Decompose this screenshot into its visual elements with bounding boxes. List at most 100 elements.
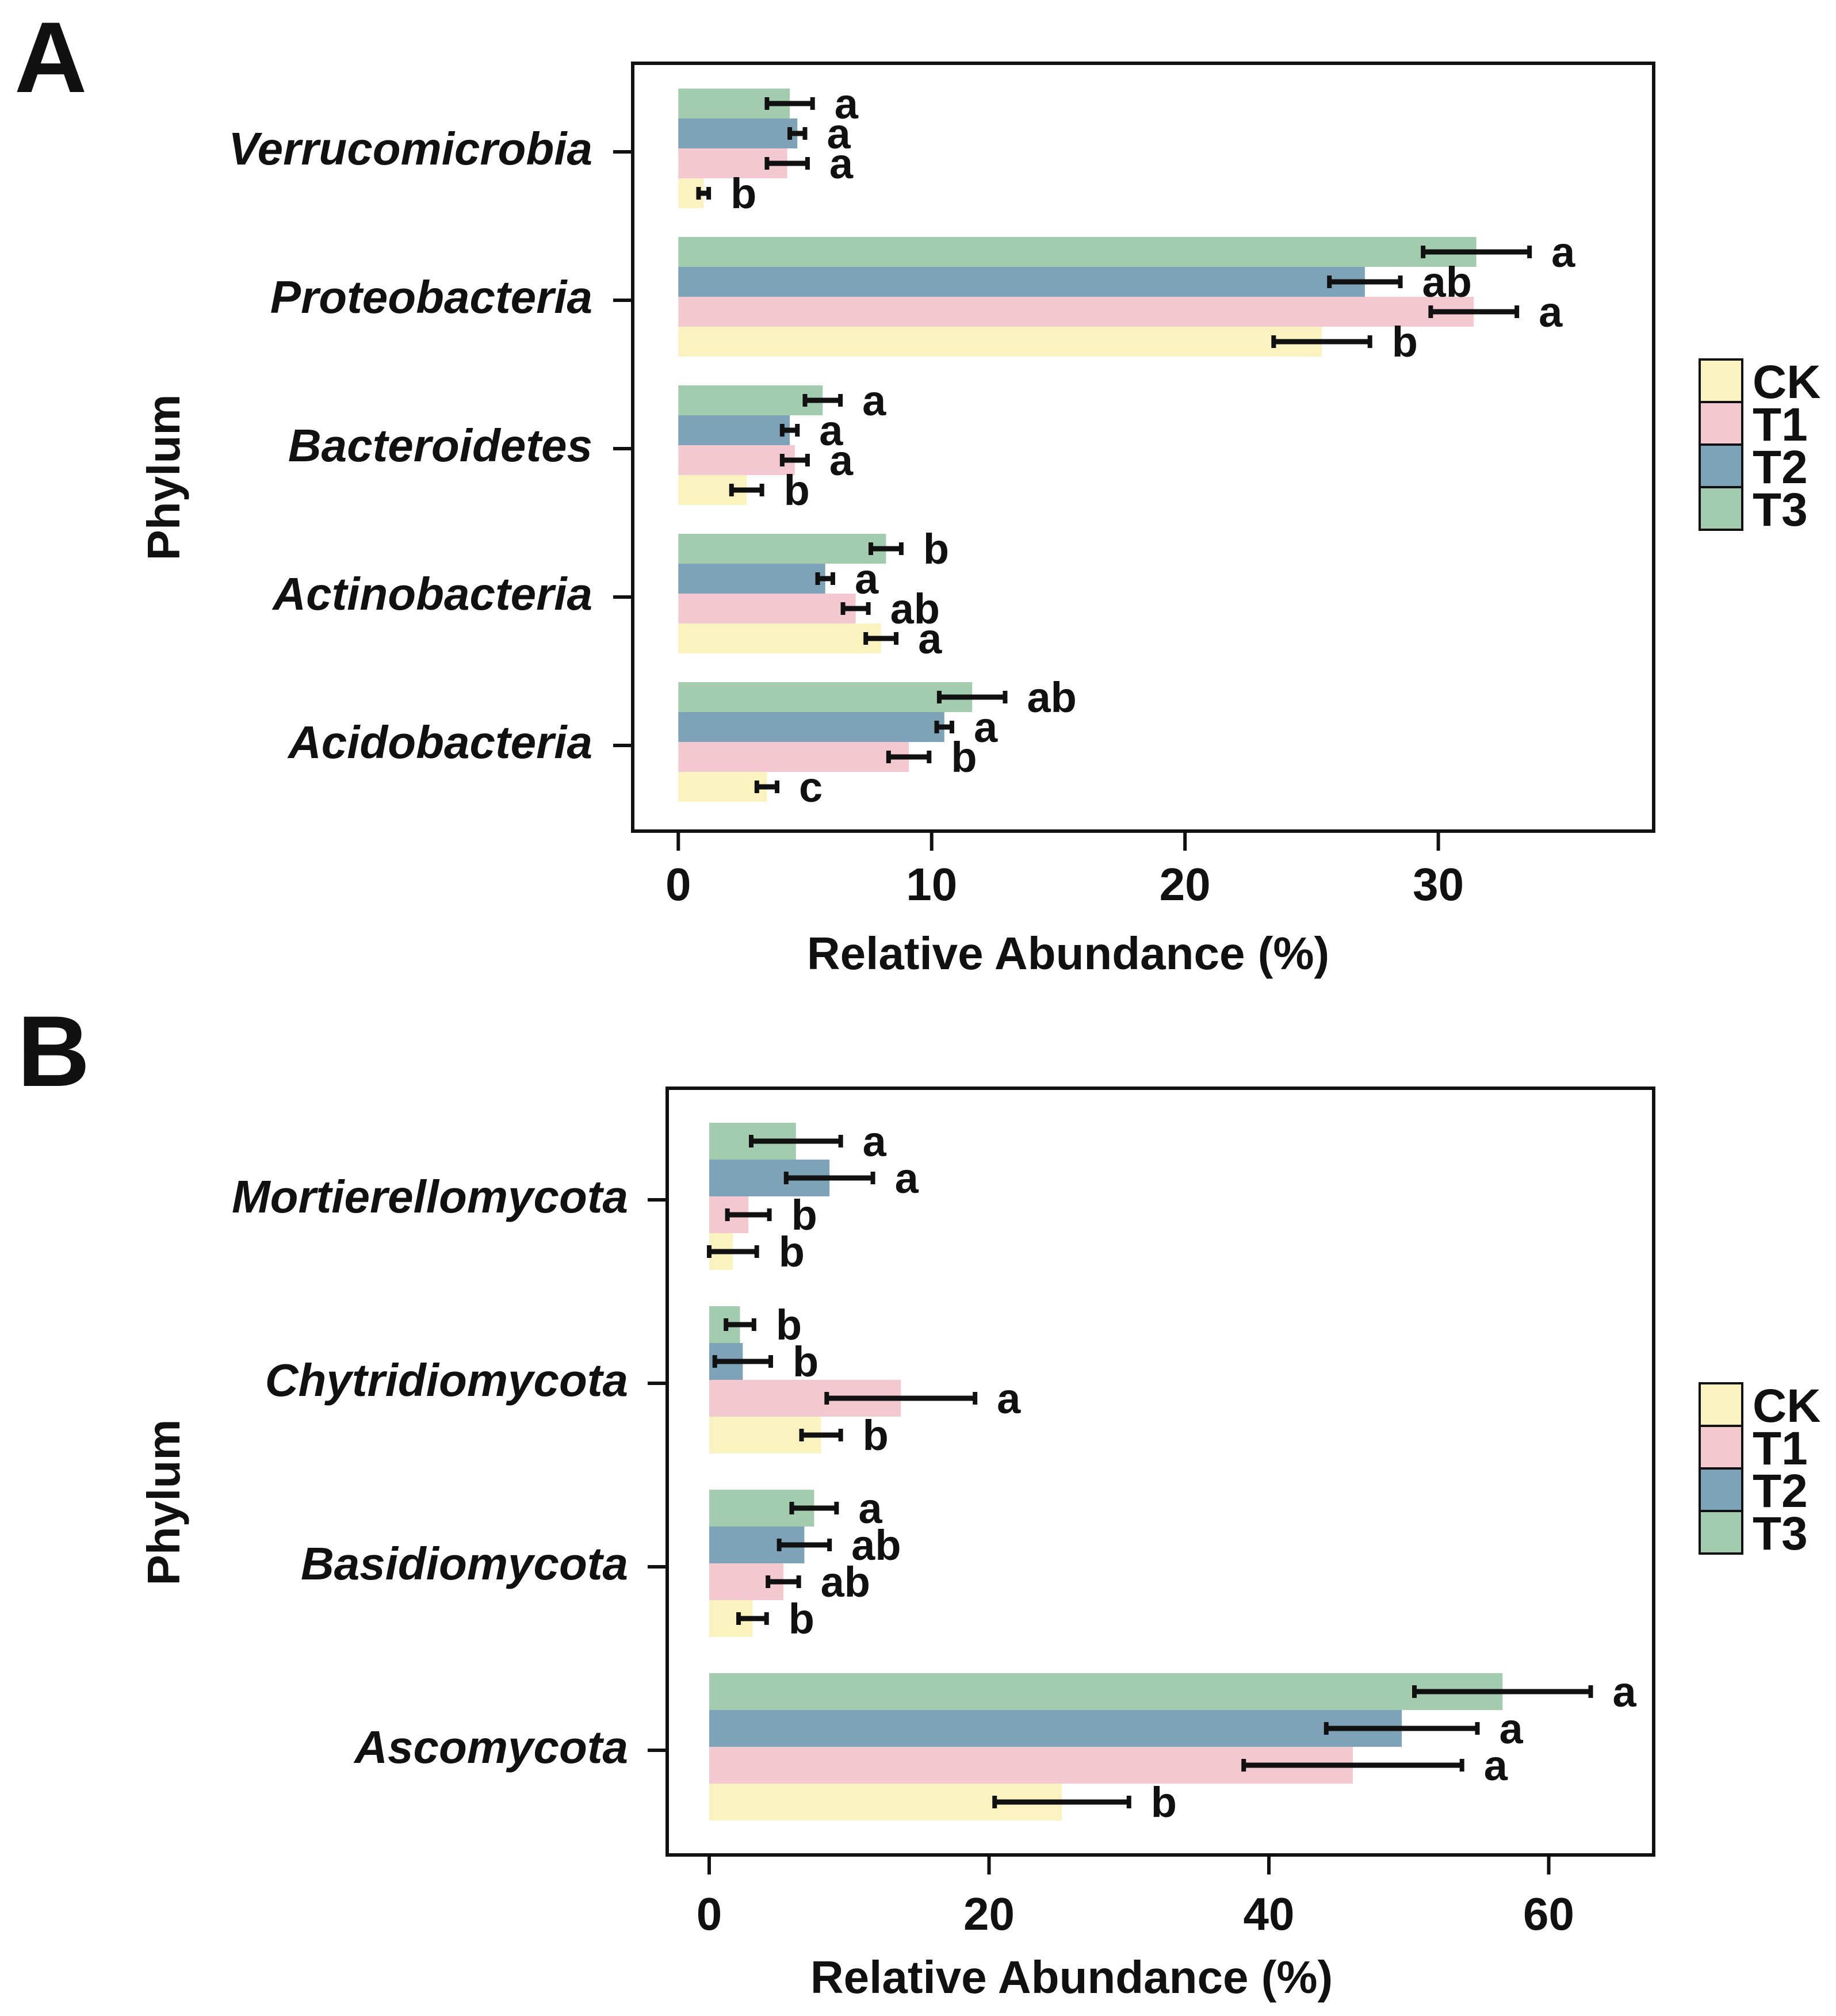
significance-letter-verrucomicrobia-t1: a	[829, 140, 854, 188]
significance-letter-acidobacteria-t2: a	[974, 703, 998, 751]
significance-letter-mortierellomycota-t2: a	[895, 1154, 919, 1202]
error-bar-ascomycota-t3	[1412, 1685, 1593, 1698]
error-bar-proteobacteria-ck	[1271, 335, 1372, 348]
significance-letter-proteobacteria-t1: a	[1539, 288, 1563, 336]
significance-letter-ascomycota-ck: b	[1151, 1778, 1177, 1826]
error-bar-bacteroidetes-ck	[729, 484, 764, 496]
legend-swatch-t1	[1699, 401, 1743, 446]
error-bar-proteobacteria-t1	[1428, 305, 1520, 318]
significance-letter-basidiomycota-t3: a	[858, 1485, 882, 1532]
legend-swatch-t2	[1699, 443, 1743, 488]
significance-letter-chytridiomycota-ck: b	[863, 1411, 889, 1459]
error-bar-verrucomicrobia-t1	[764, 157, 810, 170]
significance-letter-bacteroidetes-ck: b	[784, 466, 810, 514]
category-label-bacteroidetes: Bacteroidetes	[288, 420, 592, 471]
error-bar-verrucomicrobia-ck	[696, 187, 712, 200]
significance-letter-proteobacteria-ck: b	[1392, 318, 1418, 366]
category-label-ascomycota: Ascomycota	[353, 1722, 628, 1773]
legend-swatch-ck	[1699, 358, 1743, 403]
x-tick-label: 20	[963, 1888, 1015, 1940]
significance-letter-acidobacteria-t3: ab	[1027, 674, 1076, 721]
significance-letter-proteobacteria-t2: ab	[1422, 258, 1472, 306]
bar-actinobacteria-t1	[678, 594, 856, 623]
significance-letter-basidiomycota-ck: b	[789, 1595, 814, 1643]
significance-letter-chytridiomycota-t3: b	[776, 1301, 802, 1349]
legend-swatch-t3	[1699, 1510, 1743, 1555]
significance-letter-acidobacteria-t1: b	[951, 733, 977, 781]
panel-b: B Phylum Relative Abundance (%) baaababa…	[17, 996, 1820, 2003]
bar-bacteroidetes-t1	[678, 445, 795, 475]
error-bar-chytridiomycota-t2	[712, 1355, 774, 1368]
significance-letter-mortierellomycota-t3: a	[863, 1118, 887, 1165]
error-bar-acidobacteria-t2	[934, 721, 954, 733]
legend-swatch-t2	[1699, 1467, 1743, 1512]
bar-proteobacteria-t3	[678, 237, 1477, 267]
bar-actinobacteria-t3	[678, 534, 886, 564]
category-label-chytridiomycota: Chytridiomycota	[265, 1355, 628, 1406]
x-tick-label: 0	[665, 859, 691, 910]
y-axis-title-b: Phylum	[138, 1420, 189, 1586]
error-bar-chytridiomycota-ck	[799, 1429, 843, 1441]
error-bar-mortierellomycota-t3	[748, 1135, 843, 1147]
bar-acidobacteria-ck	[678, 772, 767, 802]
legend-label-t1: T1	[1753, 1422, 1808, 1475]
error-bar-actinobacteria-t1	[840, 602, 871, 615]
legend-label-t1: T1	[1753, 399, 1808, 451]
error-bar-basidiomycota-ck	[736, 1612, 769, 1625]
bar-proteobacteria-t2	[678, 267, 1365, 297]
error-bar-basidiomycota-t2	[777, 1539, 832, 1551]
error-bar-ascomycota-ck	[992, 1796, 1131, 1808]
category-label-mortierellomycota: Mortierellomycota	[232, 1171, 628, 1222]
error-bar-mortierellomycota-ck	[706, 1245, 759, 1258]
panel-letter-b: B	[17, 996, 90, 1108]
legend-swatch-t1	[1699, 1425, 1743, 1470]
bar-ascomycota-t3	[709, 1673, 1503, 1710]
panel-a: A Phylum Relative Abundance (%) cbaabaab…	[14, 2, 1820, 979]
bar-proteobacteria-ck	[678, 327, 1322, 357]
significance-letter-ascomycota-t2: a	[1499, 1705, 1523, 1753]
significance-letter-mortierellomycota-ck: b	[779, 1228, 805, 1276]
bar-acidobacteria-t2	[678, 712, 944, 742]
significance-letter-chytridiomycota-t2: b	[793, 1338, 818, 1386]
y-axis-title-a: Phylum	[138, 395, 189, 561]
legend-label-t2: T2	[1753, 1465, 1808, 1517]
error-bar-verrucomicrobia-t3	[764, 97, 815, 110]
significance-letter-ascomycota-t3: a	[1613, 1668, 1637, 1716]
legend-swatch-t3	[1699, 486, 1743, 531]
significance-letter-ascomycota-t1: a	[1484, 1742, 1508, 1789]
significance-letter-bacteroidetes-t2: a	[819, 407, 843, 454]
legend-swatch-ck	[1699, 1382, 1743, 1427]
error-bar-acidobacteria-ck	[754, 781, 780, 793]
x-tick-label: 10	[906, 859, 957, 910]
error-bar-bacteroidetes-t1	[779, 454, 810, 466]
error-bar-mortierellomycota-t2	[783, 1172, 875, 1184]
significance-letter-mortierellomycota-t1: b	[791, 1191, 817, 1239]
error-bar-proteobacteria-t3	[1421, 246, 1532, 258]
significance-letter-verrucomicrobia-ck: b	[730, 170, 756, 217]
x-tick-label: 0	[697, 1888, 722, 1940]
x-tick-label: 30	[1413, 859, 1464, 910]
error-bar-proteobacteria-t2	[1327, 276, 1403, 288]
error-bar-acidobacteria-t3	[936, 691, 1008, 703]
significance-letter-basidiomycota-t2: ab	[851, 1521, 901, 1569]
x-tick-label: 20	[1160, 859, 1211, 910]
category-label-basidiomycota: Basidiomycota	[301, 1538, 628, 1589]
significance-letter-actinobacteria-ck: a	[918, 615, 942, 663]
error-bar-mortierellomycota-t1	[725, 1208, 772, 1221]
significance-letter-acidobacteria-ck: c	[799, 763, 823, 811]
significance-letter-verrucomicrobia-t2: a	[827, 110, 851, 158]
category-label-verrucomicrobia: Verrucomicrobia	[228, 123, 592, 174]
significance-letter-proteobacteria-t3: a	[1551, 228, 1575, 276]
category-label-proteobacteria: Proteobacteria	[270, 271, 592, 323]
significance-letter-verrucomicrobia-t3: a	[835, 80, 859, 128]
bar-bacteroidetes-t2	[678, 415, 790, 445]
error-bar-ascomycota-t2	[1324, 1722, 1480, 1735]
significance-letter-bacteroidetes-t3: a	[862, 377, 886, 424]
x-axis-title-a: Relative Abundance (%)	[807, 928, 1329, 979]
legend-label-t3: T3	[1753, 1508, 1808, 1560]
bar-actinobacteria-ck	[678, 623, 881, 653]
significance-letter-actinobacteria-t2: a	[855, 555, 879, 603]
error-bar-ascomycota-t1	[1241, 1759, 1464, 1772]
